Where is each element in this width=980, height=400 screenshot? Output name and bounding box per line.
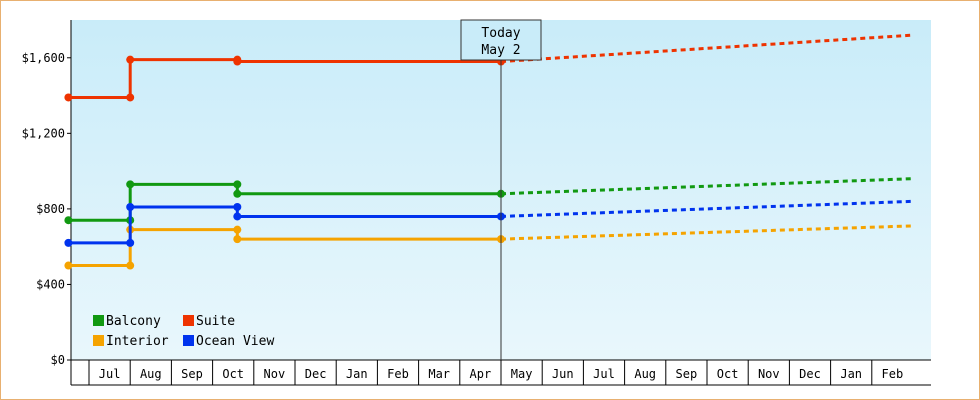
legend-label-ocean-view: Ocean View <box>196 334 274 349</box>
x-tick-label: Sep <box>181 367 203 381</box>
series-line-balcony <box>68 182 501 222</box>
data-point-interior <box>233 235 242 244</box>
data-point-ocean-view <box>64 238 73 247</box>
x-tick-label: May <box>511 367 533 381</box>
data-point-suite <box>126 93 135 102</box>
data-point-ocean-view <box>126 238 135 247</box>
x-tick-label: Oct <box>717 367 739 381</box>
x-tick-label: Jan <box>346 367 368 381</box>
legend-label-suite: Suite <box>196 314 235 329</box>
legend-swatch-suite <box>183 315 194 326</box>
x-tick-label: Sep <box>676 367 698 381</box>
x-tick-label: Dec <box>305 367 327 381</box>
x-tick-label: Jun <box>552 367 574 381</box>
data-point-suite <box>64 93 73 102</box>
series-line-interior <box>68 228 501 268</box>
x-axis: Jul Aug Sep Oct Nov Dec Jan Feb Mar Apr May Jun Jul A… <box>70 359 931 386</box>
y-axis: $0 $400 $800 $1,200 $1,600 <box>22 20 72 367</box>
x-tick-label: Nov <box>758 367 780 381</box>
x-tick-label: Mar <box>428 367 450 381</box>
x-tick-label: Nov <box>264 367 286 381</box>
series-line-ocean-view <box>68 205 501 245</box>
x-tick-label: Dec <box>799 367 821 381</box>
x-tick-label: Feb <box>882 367 904 381</box>
data-point-balcony <box>126 180 135 189</box>
data-point-balcony <box>233 189 242 198</box>
x-tick-label: Aug <box>634 367 656 381</box>
legend-swatch-interior <box>93 335 104 346</box>
data-point-ocean-view <box>233 203 242 211</box>
data-point-interior <box>64 261 73 270</box>
y-tick-label: $1,600 <box>22 51 65 65</box>
x-tick-label: Jan <box>840 367 862 381</box>
series-ocean-view <box>64 199 914 247</box>
today-marker: Today May 2 <box>460 19 542 360</box>
legend-swatch-balcony <box>93 315 104 326</box>
series-layer <box>64 33 914 270</box>
data-point-interior <box>233 225 242 234</box>
x-tick-label: Oct <box>222 367 244 381</box>
x-tick-label: Apr <box>470 367 492 381</box>
data-point-interior <box>126 261 135 270</box>
today-label-line2: May 2 <box>481 43 520 58</box>
today-label-line1: Today <box>481 26 520 41</box>
data-point-ocean-view <box>126 203 135 211</box>
y-tick-label: $1,200 <box>22 126 65 140</box>
x-tick-label: Jul <box>593 367 615 381</box>
data-point-suite <box>233 57 242 66</box>
series-line-suite <box>68 58 501 99</box>
forecast-line-balcony <box>500 177 914 196</box>
x-tick-label: Jul <box>99 367 121 381</box>
legend: Balcony Suite Interior Ocean View <box>93 314 274 349</box>
legend-label-interior: Interior <box>106 334 169 349</box>
y-tick-label: $0 <box>51 353 65 367</box>
forecast-line-interior <box>500 224 914 241</box>
legend-label-balcony: Balcony <box>106 314 161 329</box>
data-point-balcony <box>64 216 73 225</box>
x-tick-label: Aug <box>140 367 162 381</box>
legend-swatch-ocean-view <box>183 335 194 346</box>
series-balcony <box>64 177 914 225</box>
x-tick-label: Feb <box>387 367 409 381</box>
series-interior <box>64 224 914 270</box>
data-point-balcony <box>233 180 242 189</box>
forecast-line-suite <box>500 33 914 64</box>
y-tick-label: $400 <box>36 277 65 291</box>
y-tick-label: $800 <box>36 202 65 216</box>
data-point-suite <box>126 55 135 64</box>
data-point-ocean-view <box>233 212 242 221</box>
forecast-line-ocean-view <box>500 199 914 218</box>
today-label-box <box>460 19 542 61</box>
